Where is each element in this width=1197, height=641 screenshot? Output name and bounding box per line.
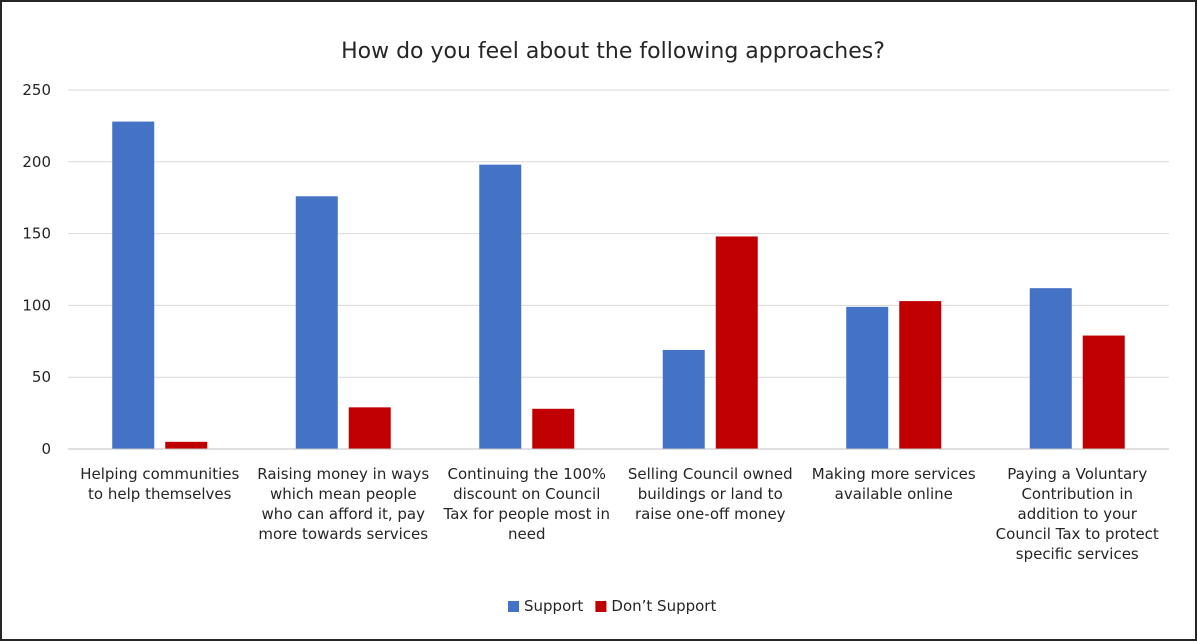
y-tick-label: 0: [41, 440, 51, 458]
x-tick-label-line: Making more services: [812, 465, 976, 483]
x-tick-label-line: which mean people: [270, 485, 417, 503]
x-tick-label: Helping communities to help themselves: [80, 465, 239, 503]
x-tick-label-line: available online: [835, 485, 953, 503]
x-tick-label-line: Raising money in ways: [257, 465, 429, 483]
x-tick-label-line: discount on Council: [453, 485, 600, 503]
x-tick-label-line: buildings or land to: [638, 485, 783, 503]
x-tick-label: Continuing the 100% discount on Council Ta…: [443, 465, 610, 543]
legend: Support Don’t Support: [508, 597, 716, 615]
y-tick-label: 200: [22, 153, 51, 171]
x-tick-label-line: need: [508, 525, 546, 543]
x-tick-label: Making more services available online: [812, 465, 976, 503]
y-tick-label: 50: [32, 368, 51, 386]
bar-dont-support: [1082, 335, 1125, 449]
x-tick-label-line: Helping communities: [80, 465, 239, 483]
x-tick-label-line: specific services: [1016, 545, 1139, 563]
bar-dont-support: [899, 301, 942, 449]
x-tick-label-line: raise one-off money: [635, 505, 786, 523]
bar-support: [112, 121, 155, 449]
x-tick-label: Selling Council owned buildings or land t…: [628, 465, 793, 523]
x-tick-label-line: to help themselves: [88, 485, 232, 503]
chart-title: How do you feel about the following appr…: [341, 39, 885, 64]
x-tick-label-line: Paying a Voluntary: [1007, 465, 1147, 483]
legend-swatch: [508, 601, 519, 612]
x-tick-label-line: Contribution in: [1021, 485, 1133, 503]
y-tick-label: 250: [22, 81, 51, 99]
bar-support: [662, 349, 705, 449]
bar-dont-support: [532, 408, 575, 449]
bar-support: [1029, 288, 1072, 449]
bar-dont-support: [715, 236, 758, 449]
bar-support: [295, 196, 338, 449]
x-axis: Helping communities to help themselves Rai…: [68, 448, 1169, 563]
y-tick-label: 100: [22, 296, 51, 314]
bars: [112, 121, 1125, 449]
bar-support: [846, 306, 889, 449]
x-tick-label-line: addition to your: [1018, 505, 1138, 523]
x-tick-label-line: Council Tax to protect: [996, 525, 1159, 543]
x-tick-label: Paying a Voluntary Contribution in additio…: [996, 465, 1159, 563]
bar-dont-support: [165, 441, 208, 449]
bar-dont-support: [348, 407, 391, 449]
legend-label: Support: [524, 597, 583, 615]
x-tick-label-line: Tax for people most in: [443, 505, 610, 523]
legend-label: Don’t Support: [611, 597, 716, 615]
x-tick-label-line: Selling Council owned: [628, 465, 793, 483]
y-axis: 0 50 100 150 200 250: [22, 81, 51, 458]
legend-swatch: [595, 601, 607, 612]
gridlines: [68, 89, 1169, 378]
y-tick-label: 150: [22, 225, 51, 243]
x-tick-label-line: who can afford it, pay: [261, 505, 425, 523]
x-tick-label: Raising money in ways which mean people wh…: [257, 465, 429, 543]
x-tick-label-line: more towards services: [258, 525, 428, 543]
x-tick-label-line: Continuing the 100%: [448, 465, 606, 483]
bar-support: [479, 164, 522, 449]
